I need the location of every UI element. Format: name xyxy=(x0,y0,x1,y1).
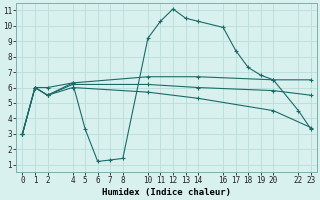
X-axis label: Humidex (Indice chaleur): Humidex (Indice chaleur) xyxy=(102,188,231,197)
